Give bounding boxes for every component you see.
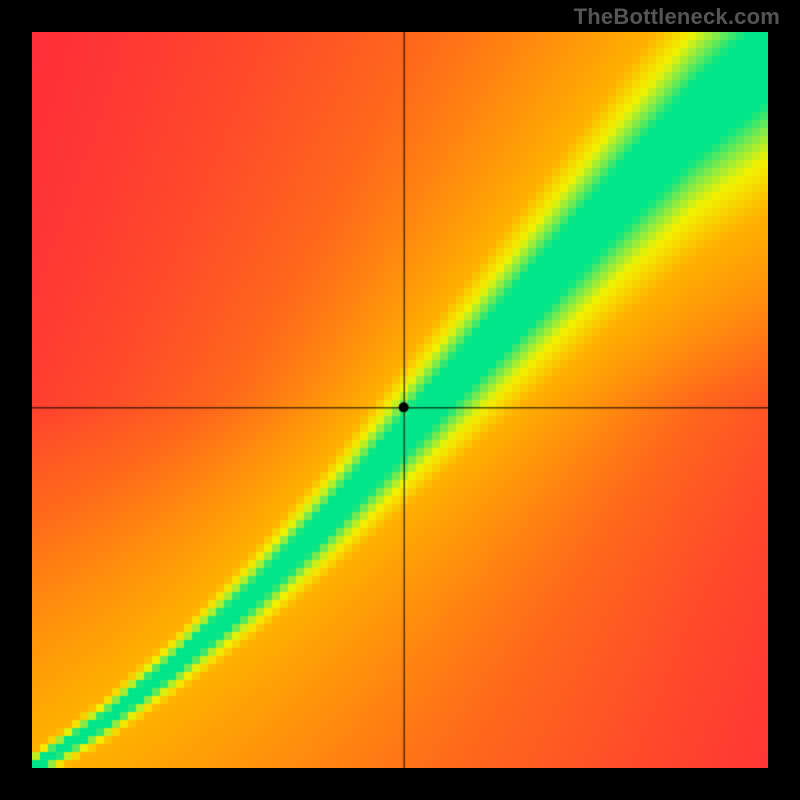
watermark-text: TheBottleneck.com xyxy=(574,4,780,30)
crosshair-overlay xyxy=(32,32,768,768)
figure-container: TheBottleneck.com xyxy=(0,0,800,800)
